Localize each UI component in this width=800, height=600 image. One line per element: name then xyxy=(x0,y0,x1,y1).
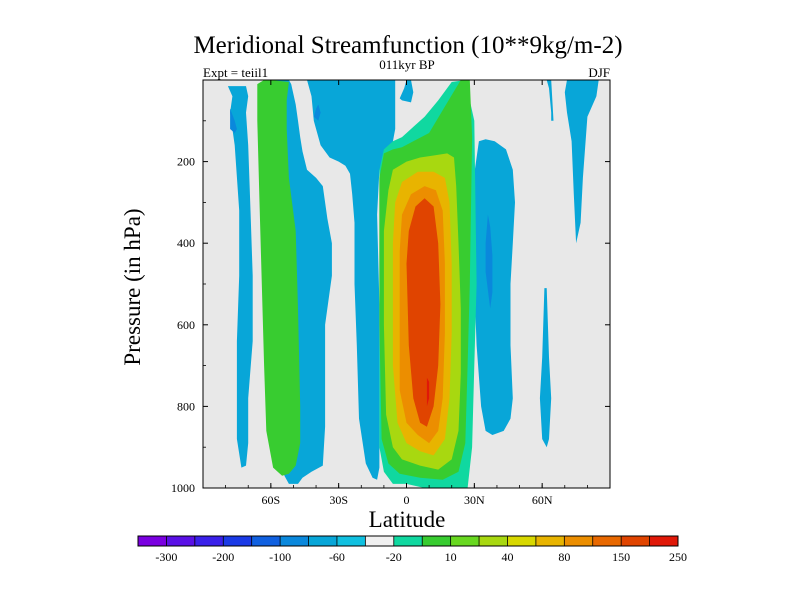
season-label: DJF xyxy=(588,65,610,80)
colorbar-label: -20 xyxy=(386,550,402,564)
y-tick-label: 400 xyxy=(177,236,195,250)
colorbar-swatch xyxy=(393,536,423,546)
contour-region--20 xyxy=(399,80,414,103)
colorbar-swatch xyxy=(223,536,252,546)
y-tick-label: 800 xyxy=(177,399,195,413)
colorbar-swatch xyxy=(621,536,650,546)
y-axis-title: Pressure (in hPa) xyxy=(120,208,145,365)
colorbar-swatch xyxy=(422,536,451,546)
chart-title: Meridional Streamfunction (10**9kg/m-2) xyxy=(193,32,622,59)
colorbar-label: 40 xyxy=(501,550,513,564)
contour-region-300 xyxy=(426,377,430,407)
y-tick-label: 1000 xyxy=(171,481,195,495)
contour-region--20 xyxy=(472,139,515,435)
contour-region--60 xyxy=(485,214,493,309)
colorbar-label: -100 xyxy=(269,550,291,564)
colorbar-label: -300 xyxy=(155,550,177,564)
contour-region--20 xyxy=(564,80,599,244)
colorbar-swatch xyxy=(138,536,167,546)
colorbar-swatch xyxy=(365,536,395,546)
y-tick-label: 600 xyxy=(177,318,195,332)
colorbar: -300 -200 -100 -60 -20 10 40 80 150 250 xyxy=(137,535,687,564)
plot-area xyxy=(202,79,611,489)
colorbar-label: -60 xyxy=(329,550,345,564)
colorbar-swatch xyxy=(194,536,224,546)
colorbar-label: -200 xyxy=(212,550,234,564)
x-tick-label: 30N xyxy=(464,493,485,507)
contour-region--60 xyxy=(230,108,237,133)
x-tick-label: 60S xyxy=(261,493,280,507)
contour-region-40 xyxy=(257,80,301,476)
contour-region--20 xyxy=(227,86,253,468)
colorbar-swatch xyxy=(592,536,622,546)
colorbar-label: 250 xyxy=(669,550,687,564)
experiment-label: Expt = teiil1 xyxy=(203,65,268,80)
period-label: 011kyr BP xyxy=(379,57,435,72)
colorbar-label: 10 xyxy=(445,550,457,564)
x-tick-label: 30S xyxy=(329,493,348,507)
colorbar-label: 150 xyxy=(612,550,630,564)
colorbar-frame xyxy=(137,535,679,547)
colorbar-swatch xyxy=(251,536,281,546)
colorbar-swatch xyxy=(450,536,480,546)
plot-axes: 60S 30S 0 30N 60N 200 400 600 800 1000 xyxy=(171,80,611,507)
colorbar-swatch xyxy=(564,536,594,546)
x-axis-title: Latitude xyxy=(369,507,446,532)
colorbar-swatch xyxy=(649,536,679,546)
colorbar-swatch xyxy=(507,536,537,546)
x-tick-label: 0 xyxy=(404,493,410,507)
contour-region--20 xyxy=(546,80,554,121)
colorbar-swatch xyxy=(336,536,366,546)
colorbar-swatch xyxy=(166,536,196,546)
colorbar-swatch xyxy=(535,536,565,546)
colorbar-swatch xyxy=(280,536,309,546)
y-tick-label: 200 xyxy=(177,155,195,169)
contour-region--20 xyxy=(307,80,396,480)
colorbar-swatch xyxy=(308,536,338,546)
colorbar-swatch xyxy=(479,536,508,546)
colorbar-label: 80 xyxy=(558,550,570,564)
contour-region-250 xyxy=(406,198,441,427)
contour-region--60 xyxy=(313,104,321,121)
contour-region--20 xyxy=(539,288,552,448)
x-tick-label: 60N xyxy=(532,493,553,507)
